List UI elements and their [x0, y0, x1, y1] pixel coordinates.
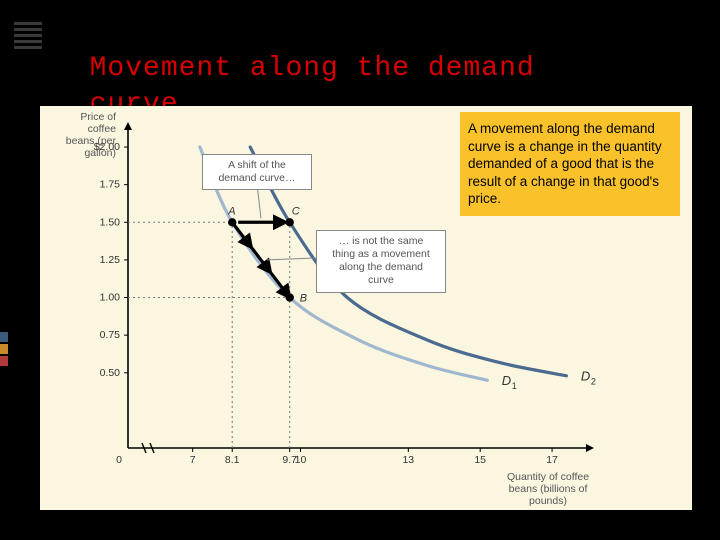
svg-text:Price of: Price of: [80, 111, 116, 123]
decorative-bars: [14, 22, 42, 52]
svg-text:15: 15: [474, 454, 486, 466]
svg-text:B: B: [300, 293, 307, 305]
svg-text:13: 13: [402, 454, 414, 466]
sidebar-color-ticks: [0, 332, 8, 368]
annotation-move: … is not the samething as a movementalon…: [316, 230, 446, 293]
svg-text:8.1: 8.1: [225, 454, 240, 466]
svg-text:coffee: coffee: [88, 123, 117, 135]
svg-text:1.00: 1.00: [100, 292, 121, 304]
svg-text:7: 7: [190, 454, 196, 466]
svg-text:pounds): pounds): [529, 495, 567, 507]
svg-text:D: D: [502, 373, 511, 388]
definition-box: A movement along the demand curve is a c…: [460, 112, 680, 216]
svg-text:beans (per: beans (per: [66, 135, 117, 147]
svg-text:0: 0: [116, 454, 122, 466]
svg-text:D: D: [581, 368, 590, 383]
tick-1: [0, 332, 8, 342]
figure-panel: $2.001.751.501.251.000.750.50Price ofcof…: [40, 106, 692, 510]
svg-text:A: A: [227, 205, 235, 217]
svg-text:0.50: 0.50: [100, 367, 121, 379]
svg-text:gallon): gallon): [84, 147, 116, 159]
tick-3: [0, 356, 8, 366]
svg-text:C: C: [292, 205, 300, 217]
svg-text:17: 17: [546, 454, 558, 466]
svg-text:1: 1: [512, 381, 517, 391]
annotation-shift: A shift of thedemand curve…: [202, 154, 312, 190]
svg-text:1.50: 1.50: [100, 216, 121, 228]
svg-text:Quantity of coffee: Quantity of coffee: [507, 471, 589, 483]
svg-text:1.25: 1.25: [100, 254, 121, 266]
svg-text:2: 2: [591, 376, 596, 386]
tick-2: [0, 344, 8, 354]
svg-text:beans (billions of: beans (billions of: [509, 483, 588, 495]
svg-text:0.75: 0.75: [100, 329, 121, 341]
svg-text:10: 10: [295, 454, 307, 466]
definition-text: A movement along the demand curve is a c…: [468, 121, 662, 206]
svg-text:1.75: 1.75: [100, 179, 121, 191]
